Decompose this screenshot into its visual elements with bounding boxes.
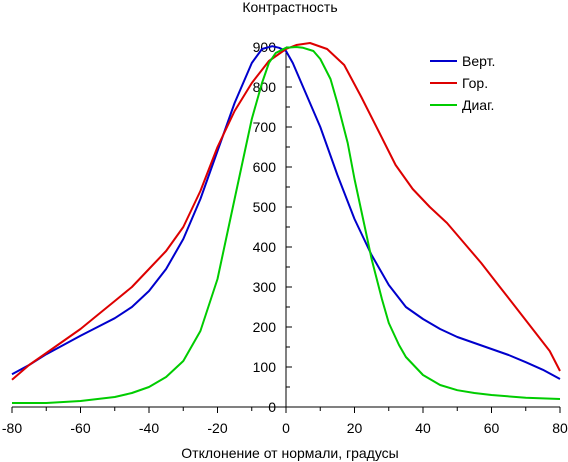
legend-label-1: Верт. [462,53,495,69]
y-tick-label: 700 [253,119,277,135]
x-tick-label: 60 [484,420,500,436]
y-tick-label: 600 [253,159,277,175]
x-axis-title: Отклонение от нормали, градусы [181,445,398,461]
x-tick-label: -60 [70,420,90,436]
x-tick-label: -80 [2,420,22,436]
legend-label-3: Диаг. [462,97,494,113]
x-tick-label: 80 [552,420,568,436]
y-tick-label: 100 [253,359,277,375]
legend: Верт. Гор. Диаг. [430,53,495,113]
y-tick-label: 800 [253,79,277,95]
x-tick-label: -40 [139,420,159,436]
y-tick-label: 300 [253,279,277,295]
x-tick-label: 40 [415,420,431,436]
legend-label-2: Гор. [462,75,488,91]
y-tick-label: 200 [253,319,277,335]
series-line-3 [12,46,561,404]
chart-title: Контрастность [242,0,337,15]
y-tick-label: 500 [253,199,277,215]
x-tick-label: 0 [282,420,290,436]
x-ticks: -80 -60 -40 -20 0 20 40 60 80 [2,407,568,436]
y-tick-label: 900 [253,39,277,55]
y-ticks: 0 100 200 300 400 500 600 700 800 900 [253,39,292,415]
x-tick-label: 20 [347,420,363,436]
y-tick-label: 0 [268,399,276,415]
x-tick-label: -20 [207,420,227,436]
series-lines [11,42,561,404]
y-tick-label: 400 [253,239,277,255]
